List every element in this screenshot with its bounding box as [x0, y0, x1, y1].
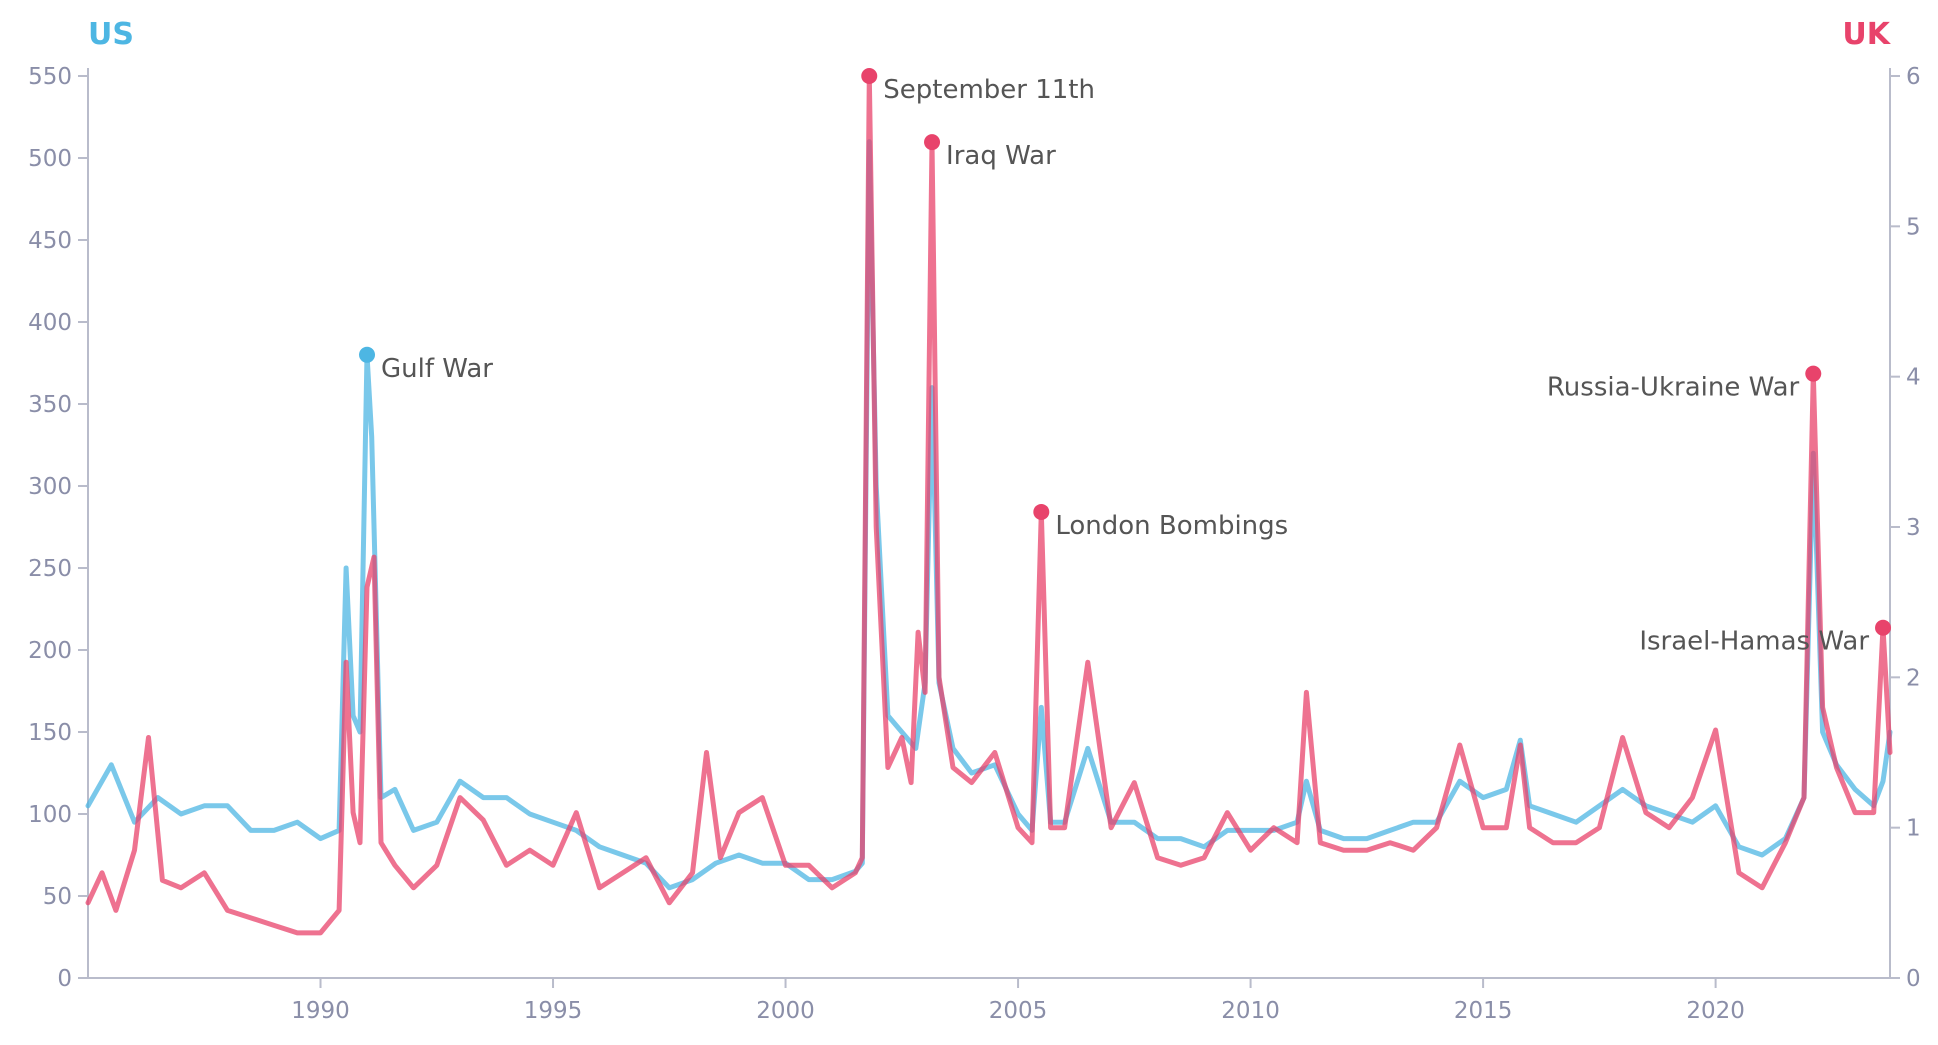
x-tick-label: 2005: [989, 998, 1048, 1024]
left-tick-label: 450: [28, 228, 72, 254]
left-tick-label: 350: [28, 392, 72, 418]
x-tick-label: 2010: [1221, 998, 1280, 1024]
x-tick-label: 2020: [1686, 998, 1745, 1024]
right-tick-label: 5: [1906, 214, 1921, 240]
annotation-marker: [1033, 503, 1050, 520]
x-tick-label: 1995: [524, 998, 583, 1024]
left-tick-label: 100: [28, 802, 72, 828]
left-tick-label: 550: [28, 64, 72, 90]
right-tick-label: 0: [1906, 966, 1921, 992]
annotation-marker: [1805, 365, 1822, 382]
left-tick-label: 250: [28, 556, 72, 582]
left-tick-label: 0: [57, 966, 72, 992]
right-axis-title: UK: [1842, 17, 1891, 52]
annotation-marker: [1875, 619, 1892, 636]
annotation-marker: [359, 346, 376, 363]
right-tick-label: 6: [1906, 64, 1921, 90]
series-line-uk: [85, 73, 1893, 936]
annotation-marker: [924, 134, 941, 151]
right-tick-label: 1: [1906, 816, 1921, 842]
left-tick-label: 200: [28, 638, 72, 664]
annotation-marker: [861, 68, 878, 84]
annotation-label: Israel-Hamas War: [1639, 627, 1869, 657]
x-tick-label: 2015: [1454, 998, 1513, 1024]
x-tick-label: 1990: [291, 998, 350, 1024]
series-layer: [85, 73, 1893, 936]
right-tick-label: 3: [1906, 515, 1921, 541]
annotation-label: London Bombings: [1055, 511, 1288, 541]
annotation-label: Russia-Ukraine War: [1547, 373, 1800, 403]
annotation-label: Gulf War: [381, 354, 493, 384]
annotation-label: September 11th: [883, 75, 1095, 105]
x-tick-label: 2000: [756, 998, 815, 1024]
left-tick-label: 500: [28, 146, 72, 172]
series-line-us: [85, 139, 1893, 891]
right-tick-label: 4: [1906, 365, 1921, 391]
left-tick-label: 150: [28, 720, 72, 746]
right-tick-label: 2: [1906, 665, 1921, 691]
left-tick-label: 400: [28, 310, 72, 336]
annotation-label: Iraq War: [946, 141, 1056, 171]
left-tick-label: 300: [28, 474, 72, 500]
left-axis-title: US: [88, 17, 134, 52]
left-tick-label: 50: [43, 884, 72, 910]
annotation-layer: Gulf War September 11th Iraq War London Bom…: [359, 68, 1892, 657]
axes-layer: 0 50 100 150 200 250 300 350 400 450 500 550 0 1 2 3 4 5 6…: [28, 64, 1921, 1024]
